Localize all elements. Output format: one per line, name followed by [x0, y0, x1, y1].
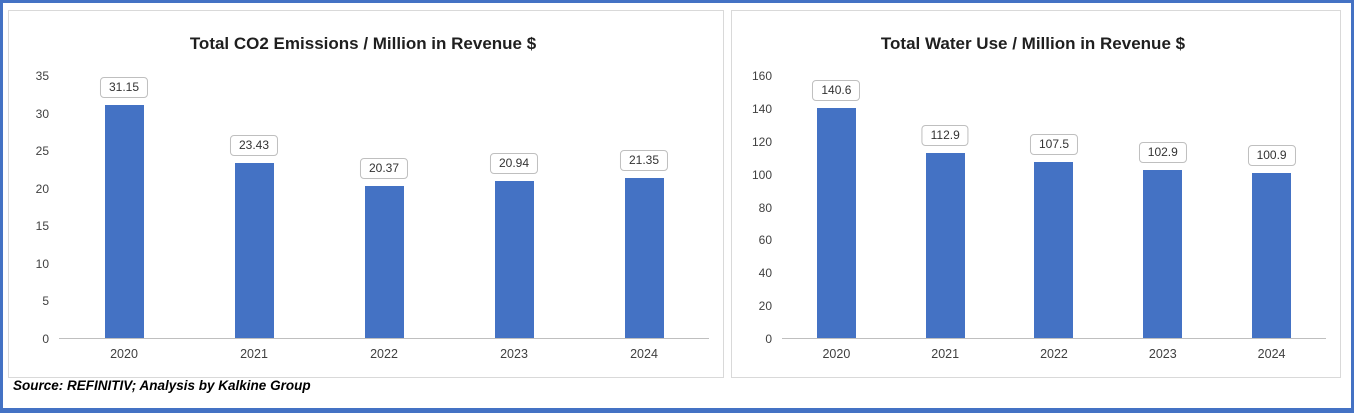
y-axis-tick-label: 40	[758, 266, 772, 281]
x-axis-label: 2023	[1148, 347, 1177, 361]
y-axis-tick-label: 20	[35, 181, 49, 196]
data-label: 112.9	[921, 125, 969, 147]
plot-area: 140.6 112.9 107.5 102.9 100.9	[782, 76, 1326, 339]
y-axis-tick-label: 60	[758, 233, 772, 248]
bar-2020	[104, 104, 144, 338]
y-axis-tick-label: 30	[35, 106, 49, 121]
chart-body: 0 20 40 60 80 100 120 140 160 140.6 112.9 107.5 102…	[740, 70, 1326, 369]
bar-2020	[816, 107, 856, 338]
bar-2024	[624, 178, 664, 338]
plot-region: 0 20 40 60 80 100 120 140 160 140.6 112.9 107.5 102…	[740, 70, 1326, 345]
x-axis-label: 2021	[240, 347, 268, 361]
bar-group-2023: 102.9	[1108, 76, 1217, 338]
y-axis-tick-label: 140	[751, 101, 772, 116]
chart-panel-water: Total Water Use / Million in Revenue $ 0…	[731, 10, 1341, 378]
bar-2021	[925, 153, 965, 338]
x-axis: 2020 2021 2022 2023 2024	[782, 339, 1326, 369]
bar-2024	[1252, 172, 1292, 338]
x-axis-label: 2021	[931, 347, 960, 361]
bar-2022	[364, 185, 404, 338]
bar-2021	[234, 162, 274, 338]
data-label: 31.15	[99, 76, 149, 98]
y-axis-tick-label: 20	[758, 299, 772, 314]
y-axis: 0 20 40 60 80 100 120 140 160	[740, 70, 782, 345]
chart-panel-co2: Total CO2 Emissions / Million in Revenue…	[8, 10, 724, 378]
chart-body: 0 5 10 15 20 25 30 35 31.15 23.43 20.37 20.94 21.35…	[17, 70, 709, 369]
bar-group-2024: 21.35	[579, 76, 709, 338]
y-axis-tick-label: 35	[35, 69, 49, 83]
bar-group-2024: 100.9	[1217, 76, 1326, 338]
bar-group-2021: 23.43	[189, 76, 319, 338]
bar-group-2021: 112.9	[891, 76, 1000, 338]
y-axis-tick-label: 15	[35, 219, 49, 234]
x-axis: 2020 2021 2022 2023 2024	[59, 339, 709, 369]
y-axis-tick-label: 120	[751, 134, 772, 149]
x-axis-label: 2020	[822, 347, 851, 361]
y-axis-tick-label: 5	[42, 294, 49, 309]
bar-2022	[1034, 161, 1074, 338]
x-axis-label: 2020	[110, 347, 138, 361]
charts-row: Total CO2 Emissions / Million in Revenue…	[3, 3, 1351, 378]
plot-area: 31.15 23.43 20.37 20.94 21.35	[59, 76, 709, 339]
data-label: 20.94	[489, 153, 539, 175]
bar-2023	[494, 181, 534, 338]
bar-2023	[1143, 169, 1183, 338]
y-axis-tick-label: 0	[42, 332, 49, 346]
y-axis: 0 5 10 15 20 25 30 35	[17, 70, 59, 345]
data-label: 100.9	[1247, 144, 1296, 166]
x-axis-label: 2024	[630, 347, 658, 361]
bar-group-2020: 31.15	[59, 76, 189, 338]
chart-title-water: Total Water Use / Million in Revenue $	[880, 34, 1186, 53]
bar-group-2023: 20.94	[449, 76, 579, 338]
data-label: 20.37	[359, 157, 409, 179]
x-axis-label: 2022	[1040, 347, 1068, 361]
x-axis-label: 2022	[370, 347, 398, 361]
bar-group-2020: 140.6	[782, 76, 891, 338]
data-label: 23.43	[229, 134, 279, 156]
source-note: Source: REFINITIV; Analysis by Kalkine G…	[13, 378, 311, 393]
x-axis-label: 2024	[1257, 347, 1286, 361]
plot-region: 0 5 10 15 20 25 30 35 31.15 23.43 20.37 20.94 21.35	[17, 70, 709, 345]
x-axis-label: 2023	[500, 347, 528, 361]
data-label: 140.6	[812, 79, 861, 101]
y-axis-tick-label: 80	[758, 200, 772, 215]
y-axis-tick-label: 0	[765, 332, 772, 346]
data-label: 21.35	[619, 150, 669, 172]
y-axis-tick-label: 160	[751, 69, 772, 83]
data-label: 107.5	[1029, 133, 1078, 155]
y-axis-tick-label: 25	[35, 144, 49, 159]
y-axis-tick-label: 10	[35, 256, 49, 271]
data-label: 102.9	[1138, 141, 1187, 163]
bar-group-2022: 107.5	[1000, 76, 1109, 338]
chart-title-co2: Total CO2 Emissions / Million in Revenue…	[189, 34, 537, 53]
y-axis-tick-label: 100	[751, 167, 772, 182]
bar-group-2022: 20.37	[319, 76, 449, 338]
